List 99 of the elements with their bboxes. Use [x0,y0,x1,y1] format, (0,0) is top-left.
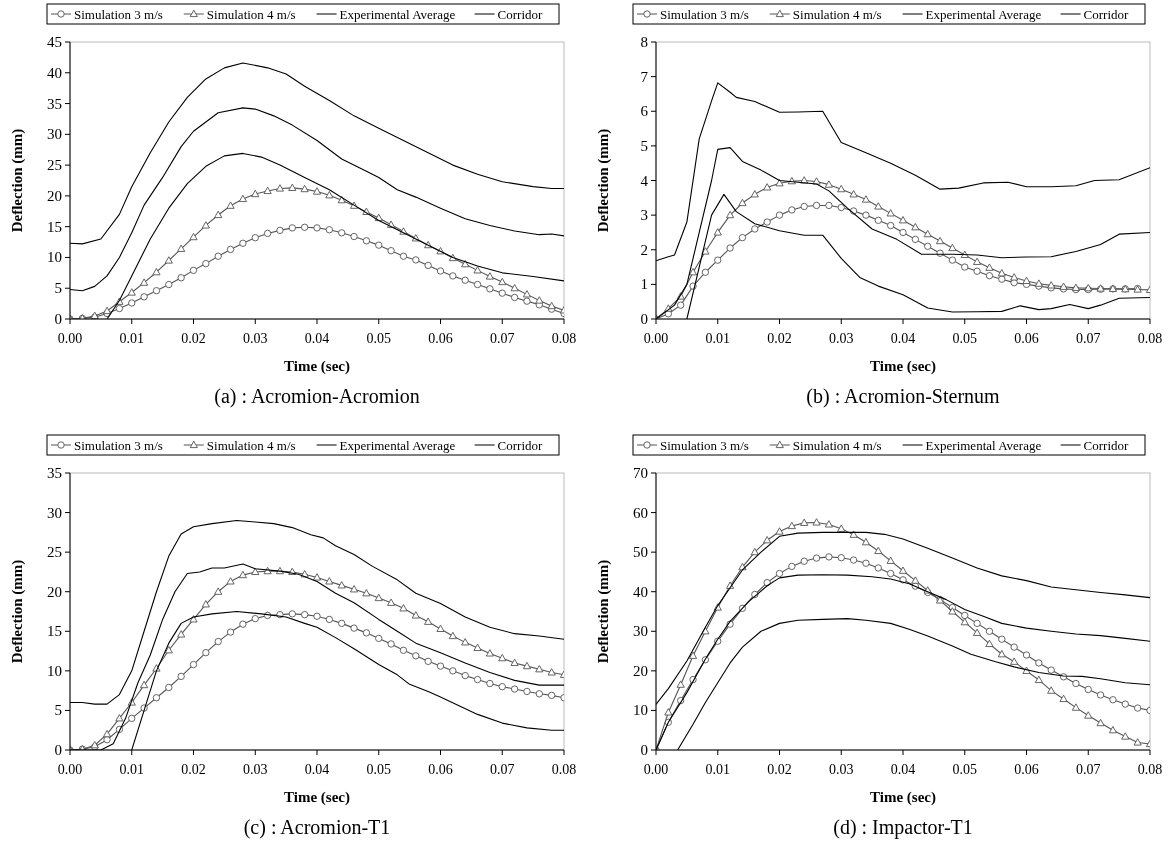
text: (b) : Acromion-Sternum [806,385,1001,408]
x-tick-label: 0.03 [243,331,268,346]
y-axis-title: Deflection (mm) [595,128,612,233]
x-tick-label: 0.07 [1076,331,1101,346]
y-tick-label: 35 [47,95,62,112]
x-tick-label: 0.01 [705,331,730,346]
x-tick-label: 0.00 [57,762,83,777]
y-tick-label: 7 [640,68,649,85]
y-tick-label: 5 [640,137,648,154]
y-tick-label: 25 [47,544,62,561]
legend-label: Simulation 3 m/s [74,437,163,453]
y-axis-title: Deflection (mm) [595,559,612,664]
y-tick-label: 2 [640,241,648,258]
x-tick-label: 0.04 [304,762,330,777]
legend-label: Simulation 3 m/s [660,6,749,22]
x-tick-label: 0.03 [829,762,854,777]
y-tick-label: 45 [47,34,62,50]
legend-label: Experimental Average [339,437,456,453]
y-tick-label: 10 [47,249,62,266]
x-tick-label: 0.06 [428,762,453,777]
x-tick-label: 0.07 [490,762,515,777]
x-tick-label: 0.08 [551,331,577,346]
y-tick-label: 1 [640,276,648,293]
x-tick-label: 0.06 [1014,762,1039,777]
y-axis-title: Deflection (mm) [9,559,26,664]
y-tick-label: 30 [633,623,648,640]
x-tick-label: 0.08 [1137,762,1163,777]
text: (c) : Acromion-T1 [243,816,391,839]
x-tick-label: 0.00 [643,331,669,346]
x-tick-label: 0.08 [551,762,577,777]
x-tick-label: 0.06 [1014,331,1039,346]
legend-label: Simulation 4 m/s [792,437,882,453]
x-tick-label: 0.02 [181,331,206,346]
y-tick-label: 30 [47,504,62,521]
x-tick-label: 0.02 [767,762,792,777]
x-tick-label: 0.04 [304,331,330,346]
x-axis-title: Time (sec) [284,358,350,375]
y-tick-label: 6 [640,103,649,120]
y-tick-label: 15 [47,623,62,640]
y-tick-label: 30 [47,126,62,143]
legend-label: Simulation 3 m/s [660,437,749,453]
legend-label: Corridor [497,437,544,453]
text: (a) : Acromion-Acromion [214,385,420,408]
x-tick-label: 0.01 [705,762,730,777]
x-tick-label: 0.07 [490,331,515,346]
legend-label: Experimental Average [925,6,1042,22]
y-tick-label: 40 [633,583,648,600]
x-tick-label: 0.05 [952,331,977,346]
y-tick-label: 40 [47,64,62,81]
legend-label: Experimental Average [925,437,1042,453]
text: (d) : Impactor-T1 [833,816,973,839]
y-tick-label: 0 [54,742,62,758]
x-axis-title: Time (sec) [284,789,350,806]
y-axis-title: Deflection (mm) [9,128,26,233]
x-tick-label: 0.02 [181,762,206,777]
legend-label: Simulation 3 m/s [74,6,163,22]
x-tick-label: 0.02 [767,331,792,346]
x-tick-label: 0.07 [1076,762,1101,777]
y-tick-label: 0 [640,311,648,327]
y-tick-label: 25 [47,157,62,174]
y-tick-label: 0 [54,311,62,327]
y-tick-label: 5 [54,702,62,719]
x-tick-label: 0.08 [1137,331,1163,346]
y-tick-label: 20 [47,187,62,204]
legend-label: Corridor [1083,437,1130,453]
x-tick-label: 0.01 [119,331,144,346]
y-tick-label: 50 [633,544,648,561]
y-tick-label: 20 [47,583,62,600]
x-tick-label: 0.03 [829,331,854,346]
x-tick-label: 0.05 [952,762,977,777]
y-tick-label: 3 [640,207,648,224]
x-axis-title: Time (sec) [870,789,936,806]
y-tick-label: 4 [640,172,649,189]
y-tick-label: 10 [633,702,648,719]
x-tick-label: 0.05 [366,331,391,346]
y-tick-label: 70 [633,465,648,481]
legend-label: Corridor [1083,6,1130,22]
y-tick-label: 0 [640,742,648,758]
x-tick-label: 0.00 [643,762,669,777]
y-tick-label: 35 [47,465,62,481]
x-tick-label: 0.04 [890,762,916,777]
x-tick-label: 0.00 [57,331,83,346]
x-tick-label: 0.01 [119,762,144,777]
legend-label: Simulation 4 m/s [206,437,296,453]
x-axis-title: Time (sec) [870,358,936,375]
x-tick-label: 0.06 [428,331,453,346]
legend-label: Simulation 4 m/s [206,6,296,22]
x-tick-label: 0.05 [366,762,391,777]
y-tick-label: 8 [640,34,648,50]
x-tick-label: 0.03 [243,762,268,777]
y-tick-label: 20 [633,662,648,679]
y-tick-label: 10 [47,662,62,679]
x-tick-label: 0.04 [890,331,916,346]
y-tick-label: 5 [54,280,62,297]
y-tick-label: 15 [47,218,62,235]
legend-label: Corridor [497,6,544,22]
legend-label: Experimental Average [339,6,456,22]
legend-label: Simulation 4 m/s [792,6,882,22]
y-tick-label: 60 [633,504,648,521]
